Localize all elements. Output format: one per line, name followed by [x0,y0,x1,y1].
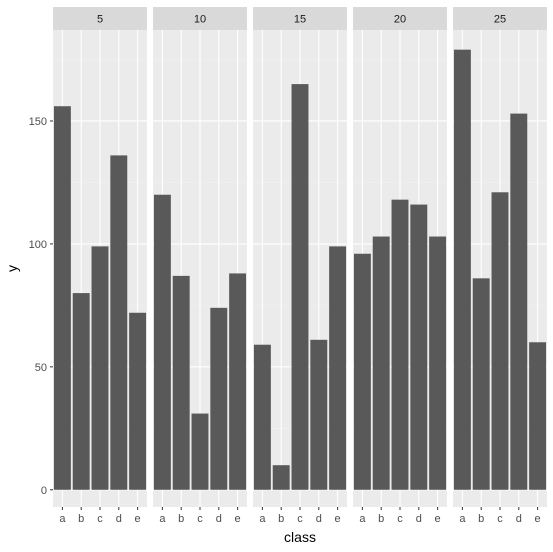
x-tick-label: a [59,513,66,525]
x-tick-label: e [535,513,541,525]
x-tick-label: e [335,513,341,525]
y-tick-label: 150 [29,116,47,128]
x-tick-label: b [178,513,184,525]
x-tick-label: a [359,513,366,525]
bar-25-a [453,49,471,490]
x-tick-label: a [259,513,266,525]
facet-panel-20: 20 a b c d e [353,7,447,525]
x-tick-label: e [435,513,441,525]
x-tick-label: c [397,513,403,525]
x-tick-label: a [159,513,166,525]
bar-20-b [372,236,390,490]
y-tick-label: 0 [41,485,47,497]
x-tick-label: c [297,513,303,525]
bar-25-d [510,113,528,490]
facet-strip-label: 25 [494,14,506,26]
bar-10-d [210,307,228,490]
x-tick-label: d [216,513,222,525]
facet-strip [53,7,147,30]
y-axis-title: y [4,265,20,272]
bar-20-d [410,204,428,490]
x-tick-label: c [97,513,103,525]
x-tick-label: e [235,513,241,525]
y-tick-label: 100 [29,239,47,251]
bar-5-a [53,106,71,490]
x-tick-label: d [416,513,422,525]
facet-strip [253,7,347,30]
x-tick-label: b [278,513,284,525]
bar-15-d [310,339,328,490]
facet-panel-5: 5 a b c d e [53,7,147,525]
bar-20-a [353,253,371,490]
bar-15-c [291,84,309,490]
facet-panel-10: 10 a b c d e [153,7,247,525]
bar-10-c [191,413,209,490]
bar-15-e [329,246,347,490]
x-tick-label: b [378,513,384,525]
x-tick-label: c [197,513,203,525]
x-tick-label: d [116,513,122,525]
x-axis-title: class [284,529,316,545]
bar-5-d [110,155,128,490]
bar-25-b [472,278,490,490]
bar-20-c [391,199,409,490]
x-tick-label: a [459,513,466,525]
facet-strip-label: 5 [97,14,103,26]
x-tick-label: b [78,513,84,525]
bar-20-e [429,236,447,490]
facet-strip [153,7,247,30]
facet-strip-label: 20 [394,14,406,26]
facet-strip-label: 10 [194,14,206,26]
bar-5-b [72,293,90,490]
x-tick-label: b [478,513,484,525]
y-tick-label: 50 [35,362,47,374]
facet-strip [453,7,547,30]
bar-10-a [153,194,171,490]
facet-panel-15: 15 a b c d e [253,7,347,525]
bar-10-b [172,275,190,490]
x-tick-label: e [135,513,141,525]
x-tick-label: c [497,513,503,525]
bar-15-a [253,344,271,490]
bar-5-c [91,246,109,490]
y-axis: 0 50 100 150 [29,116,53,497]
facet-strip-label: 15 [294,14,306,26]
bar-25-e [529,342,547,490]
bar-15-b [272,465,290,490]
bar-10-e [229,273,247,490]
x-tick-label: d [516,513,522,525]
x-tick-label: d [316,513,322,525]
facet-strip [353,7,447,30]
facet-panel-25: 25 a b c d e [453,7,547,525]
bar-25-c [491,192,509,490]
bar-5-e [129,312,147,490]
